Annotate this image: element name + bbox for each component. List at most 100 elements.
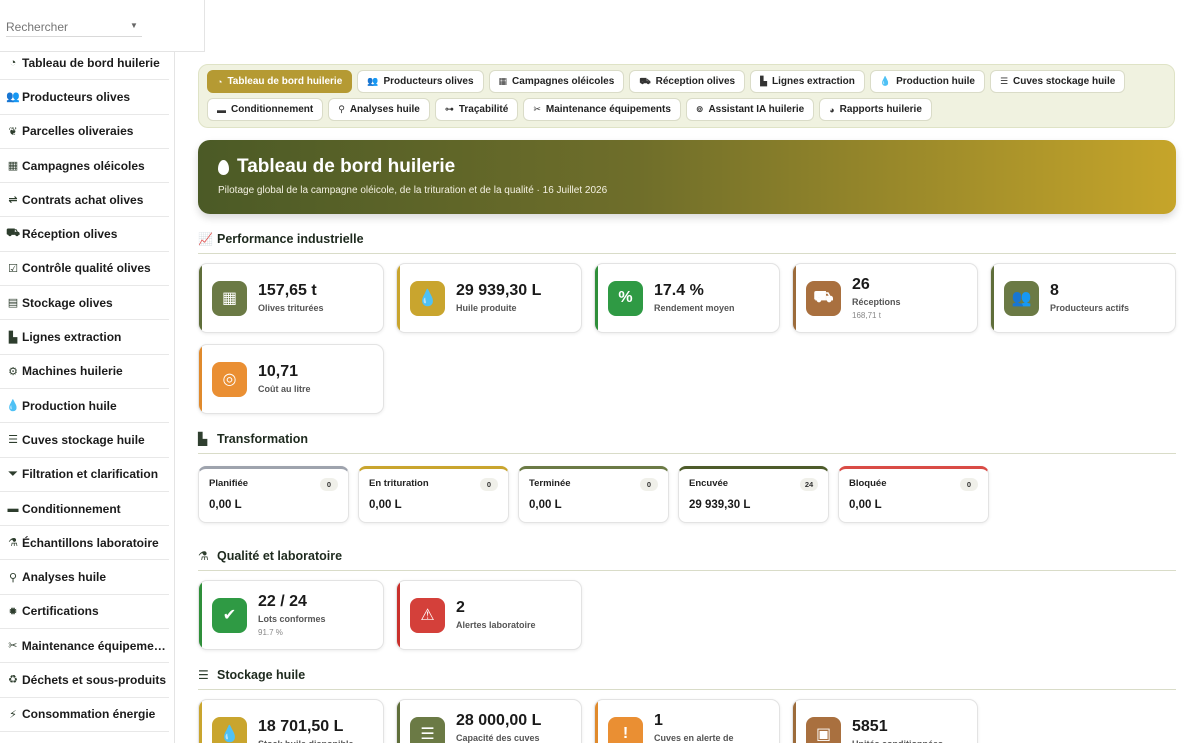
sidebar-item[interactable]: ⚗ Échantillons laboratoire xyxy=(0,526,169,561)
kpi-text: 17.4 % Rendement moyen xyxy=(654,282,735,315)
sidebar-item[interactable]: ▬ Conditionnement xyxy=(0,492,169,527)
percent-icon: % xyxy=(608,280,643,316)
tab-industry[interactable]: ▙ Lignes extraction xyxy=(750,70,865,93)
kpi-label: Lots conformes xyxy=(258,613,326,624)
tab-gauge[interactable]: ◔ Tableau de bord huilerie xyxy=(207,70,353,93)
sidebar-item[interactable]: ☰ Cuves stockage huile xyxy=(0,423,169,458)
kpi-text: 1 Cuves en alerte de remplissage xyxy=(654,712,779,743)
warning-icon: ⚠ xyxy=(410,597,445,633)
kpi-card: ✔ 22 / 24 Lots conformes 91.7 % xyxy=(198,580,384,650)
database-icon: ☰ xyxy=(410,716,445,743)
calendar-icon: ▦ xyxy=(7,160,19,173)
sidebar-item[interactable]: ♻ Déchets et sous-produits xyxy=(0,663,169,698)
sidebar-item[interactable]: ▙ Lignes extraction xyxy=(0,320,169,355)
kpi-value: 1 xyxy=(654,711,663,729)
kpi-value: 2 xyxy=(456,598,465,616)
users-icon: 👥 xyxy=(367,76,379,86)
search-input[interactable] xyxy=(6,17,142,37)
sidebar-item[interactable]: ⚲ Analyses huile xyxy=(0,560,169,595)
sidebar-item[interactable]: ⏷ Filtration et clarification xyxy=(0,458,169,492)
coins-icon: ◎ xyxy=(212,361,247,397)
recycle-icon: ♻ xyxy=(8,674,18,687)
kpi-value: 22 / 24 xyxy=(258,592,307,610)
database-icon: ☰ xyxy=(198,668,209,682)
sidebar-item-label: Tableau de bord huilerie xyxy=(22,55,160,70)
kpi-text: 10,71 Coût au litre xyxy=(258,363,311,396)
status-card: Encuvée 24 29 939,30 L xyxy=(678,466,829,523)
boxes-icon: ▤ xyxy=(7,297,19,310)
sidebar-item-label: Conditionnement xyxy=(22,501,121,516)
tab-database[interactable]: ☰ Cuves stockage huile xyxy=(989,70,1126,93)
sidebar-menu: ◔ Tableau de bord huilerie 👥 Producteurs ol… xyxy=(0,46,174,732)
calendar-icon: ▦ xyxy=(498,76,508,86)
kpi-text: 157,65 t Olives triturées xyxy=(258,282,324,315)
tab-drop[interactable]: 💧 Production huile xyxy=(869,70,985,93)
status-card: Bloquée 0 0,00 L xyxy=(838,466,989,523)
sidebar-item[interactable]: ▤ Stockage olives xyxy=(0,286,169,321)
tab-users[interactable]: 👥 Producteurs olives xyxy=(357,70,484,93)
certificate-icon: ✹ xyxy=(8,605,18,618)
sidebar-item[interactable]: ⚡ Consommation énergie xyxy=(0,698,169,732)
sidebar-item[interactable]: ▦ Campagnes oléicoles xyxy=(0,149,169,184)
kpi-text: 18 701,50 L Stock huile disponible xyxy=(258,718,354,743)
tab-label: Campagnes oléicoles xyxy=(512,76,615,87)
sidebar-item[interactable]: ⇌ Contrats achat olives xyxy=(0,183,169,218)
tab-label: Assistant IA huilerie xyxy=(708,104,805,115)
gauge-icon: ◔ xyxy=(217,76,223,87)
users-icon: 👥 xyxy=(1004,280,1039,316)
status-count-badge: 0 xyxy=(480,478,498,491)
kpi-value: 8 xyxy=(1050,281,1059,299)
sidebar-item[interactable]: ❦ Parcelles oliveraies xyxy=(0,115,169,149)
kpi-value: 18 701,50 L xyxy=(258,717,344,735)
status-count-badge: 0 xyxy=(960,478,978,491)
tab-calendar[interactable]: ▦ Campagnes oléicoles xyxy=(488,70,625,93)
tab-box[interactable]: ▬ Conditionnement xyxy=(207,98,324,121)
microscope-icon: ⚲ xyxy=(338,104,345,114)
kpi-label: Alertes laboratoire xyxy=(456,619,536,630)
kpi-label: Cuves en alerte de remplissage xyxy=(654,732,734,743)
tab-robot[interactable]: ⊚ Assistant IA huilerie xyxy=(685,98,815,121)
industry-icon: ▙ xyxy=(760,76,768,86)
sidebar-item[interactable]: ◔ Tableau de bord huilerie xyxy=(0,46,169,81)
sidebar-item-label: Machines huilerie xyxy=(22,364,123,379)
truck-loading-icon: ⛟ xyxy=(806,280,841,316)
sidebar-item[interactable]: ⛟ Réception olives xyxy=(0,217,169,252)
hero-banner: Tableau de bord huilerie Pilotage global… xyxy=(198,140,1176,214)
page-subtitle: Pilotage global de la campagne oléicole,… xyxy=(218,185,608,196)
sidebar-item[interactable]: ☑ Contrôle qualité olives xyxy=(0,252,169,287)
handshake-icon: ⇌ xyxy=(8,194,18,207)
sidebar-item[interactable]: ⚙ Machines huilerie xyxy=(0,355,169,389)
sidebar-item[interactable]: ✂ Maintenance équipements xyxy=(0,629,169,664)
page-title-text: Tableau de bord huilerie xyxy=(237,156,456,177)
tab-sitemap[interactable]: ⊶ Traçabilité xyxy=(434,98,519,121)
kpi-text: 8 Producteurs actifs xyxy=(1050,282,1129,315)
kpi-card: 👥 8 Producteurs actifs xyxy=(990,263,1176,333)
status-card: Terminée 0 0,00 L xyxy=(518,466,669,523)
kpi-card: ! 1 Cuves en alerte de remplissage xyxy=(594,699,780,743)
sidebar-item[interactable]: 💧 Production huile xyxy=(0,389,169,424)
chevron-down-icon[interactable]: ▼ xyxy=(130,21,138,30)
tab-microscope[interactable]: ⚲ Analyses huile xyxy=(328,98,430,121)
tab-pie-chart[interactable]: ◕ Rapports huilerie xyxy=(819,98,932,121)
stockage-cards: 💧 18 701,50 L Stock huile disponible ☰ 28 00… xyxy=(198,699,1176,743)
tab-truck[interactable]: ⛟ Réception olives xyxy=(629,70,746,93)
kpi-label: Stock huile disponible xyxy=(258,739,354,743)
tab-label: Production huile xyxy=(896,76,975,87)
sidebar-item-label: Déchets et sous-produits xyxy=(22,672,167,687)
kpi-text: 29 939,30 L Huile produite xyxy=(456,282,541,315)
status-volume: 0,00 L xyxy=(849,499,882,511)
sidebar-item-label: Campagnes oléicoles xyxy=(22,158,145,173)
kpi-label: Producteurs actifs xyxy=(1050,302,1130,313)
tab-tools[interactable]: ✂ Maintenance équipements xyxy=(523,98,681,121)
tab-label: Tableau de bord huilerie xyxy=(227,76,343,87)
tools-icon: ✂ xyxy=(533,104,541,114)
transformation-status-cards: Planifiée 0 0,00 L En trituration 0 0,00 L Ter… xyxy=(198,466,1176,523)
main-content: ◔ Tableau de bord huilerie 👥 Producteurs ol… xyxy=(198,64,1176,743)
tab-label: Rapports huilerie xyxy=(839,104,922,115)
sidebar-item[interactable]: 👥 Producteurs olives xyxy=(0,80,169,115)
kpi-value: 26 xyxy=(852,275,870,293)
sidebar-item[interactable]: ✹ Certifications xyxy=(0,595,169,630)
section-performance-title: 📈 Performance industrielle xyxy=(198,232,1176,254)
industry-icon: ▙ xyxy=(198,432,208,446)
